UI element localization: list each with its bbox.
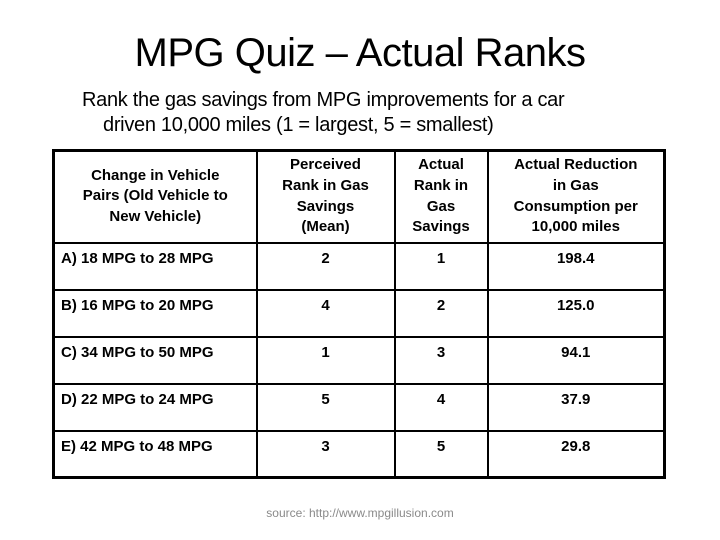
reduction-cell: 37.9 (486, 382, 666, 432)
reduction-cell: 94.1 (486, 335, 666, 385)
perceived-rank-cell: 5 (255, 382, 396, 432)
reduction-cell: 29.8 (486, 429, 666, 479)
table-header: Change in Vehicle Pairs (Old Vehicle to … (52, 149, 666, 244)
vehicle-pair-cell: A) 18 MPG to 28 MPG (52, 241, 258, 291)
perceived-rank-cell: 4 (255, 288, 396, 338)
vehicle-pair-cell: E) 42 MPG to 48 MPG (52, 429, 258, 479)
table-row: E) 42 MPG to 48 MPG 3 5 29.8 (52, 429, 666, 479)
column-header-actual-reduction: Actual Reduction in Gas Consumption per … (486, 149, 666, 244)
column-header-actual-rank: Actual Rank in Gas Savings (393, 149, 489, 244)
actual-rank-cell: 5 (393, 429, 489, 479)
page-title: MPG Quiz – Actual Ranks (134, 31, 586, 75)
column-header-vehicle-pairs: Change in Vehicle Pairs (Old Vehicle to … (52, 149, 258, 244)
table-row: D) 22 MPG to 24 MPG 5 4 37.9 (52, 382, 666, 432)
vehicle-pair-cell: D) 22 MPG to 24 MPG (52, 382, 258, 432)
table-row: C) 34 MPG to 50 MPG 1 3 94.1 (52, 335, 666, 385)
subtitle-line-2: driven 10,000 miles (1 = largest, 5 = sm… (103, 114, 494, 136)
header-row: Change in Vehicle Pairs (Old Vehicle to … (52, 149, 666, 244)
reduction-cell: 198.4 (486, 241, 666, 291)
source-attribution: source: http://www.mpgillusion.com (266, 506, 454, 520)
perceived-rank-cell: 2 (255, 241, 396, 291)
column-header-perceived-rank: Perceived Rank in Gas Savings (Mean) (255, 149, 396, 244)
actual-rank-cell: 1 (393, 241, 489, 291)
perceived-rank-cell: 3 (255, 429, 396, 479)
vehicle-pair-cell: B) 16 MPG to 20 MPG (52, 288, 258, 338)
table-row: B) 16 MPG to 20 MPG 4 2 125.0 (52, 288, 666, 338)
actual-rank-cell: 3 (393, 335, 489, 385)
vehicle-pair-cell: C) 34 MPG to 50 MPG (52, 335, 258, 385)
actual-rank-cell: 4 (393, 382, 489, 432)
table-row: A) 18 MPG to 28 MPG 2 1 198.4 (52, 241, 666, 291)
subtitle: Rank the gas savings from MPG improvemen… (82, 88, 565, 138)
table-body: A) 18 MPG to 28 MPG 2 1 198.4 B) 16 MPG … (52, 241, 666, 479)
reduction-cell: 125.0 (486, 288, 666, 338)
subtitle-line-1: Rank the gas savings from MPG improvemen… (82, 89, 565, 111)
mpg-ranks-table: Change in Vehicle Pairs (Old Vehicle to … (52, 149, 666, 479)
actual-rank-cell: 2 (393, 288, 489, 338)
perceived-rank-cell: 1 (255, 335, 396, 385)
